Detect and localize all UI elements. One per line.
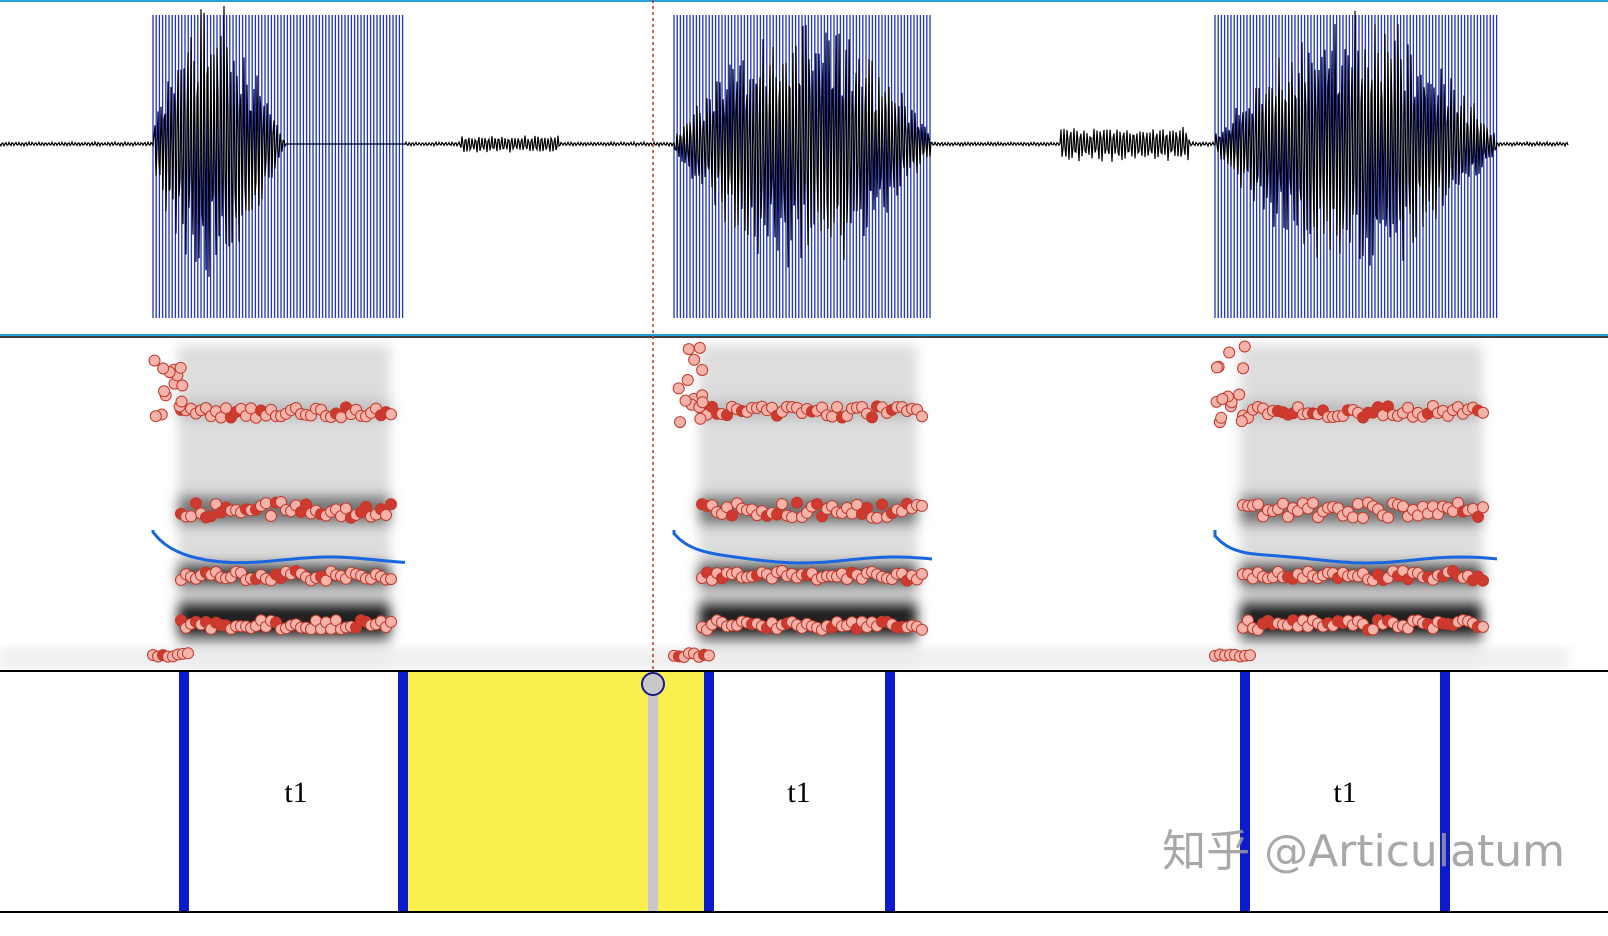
formant-dot — [1397, 500, 1409, 513]
formant-dot — [330, 614, 342, 627]
formant-dot — [1402, 401, 1414, 414]
interval-label[interactable]: t1 — [787, 776, 810, 809]
formant-dot — [916, 568, 928, 581]
formant-dot — [157, 362, 170, 375]
formant-dot — [190, 497, 202, 510]
interval-label[interactable]: t1 — [1333, 776, 1356, 809]
formant-dot — [320, 574, 332, 587]
formant-dot — [149, 410, 162, 423]
formant-dot — [1237, 362, 1250, 375]
noise-floor — [0, 648, 1568, 668]
formant-dot — [696, 364, 709, 377]
formant-dot — [1367, 623, 1379, 636]
waveform-panel — [0, 5, 1569, 318]
spectrogram-panel — [0, 340, 1568, 668]
cursor-handle[interactable] — [641, 672, 665, 696]
textgrid-tier: t1 t1 t1 — [179, 672, 1450, 912]
formant-dot — [1307, 496, 1319, 509]
boundary[interactable] — [179, 672, 189, 912]
formant-dot — [916, 410, 928, 423]
formant-dot — [811, 498, 823, 511]
formant-dot — [385, 615, 397, 628]
formant-dot — [672, 382, 685, 395]
formant-dot — [182, 647, 194, 660]
formant-dot — [158, 385, 171, 398]
formant-dot — [871, 511, 883, 524]
formant-dot — [1252, 498, 1264, 511]
formant-dot — [703, 649, 715, 662]
boundary[interactable] — [1240, 672, 1250, 912]
formant-dot — [1235, 415, 1248, 428]
formant-dot — [688, 353, 701, 366]
pitch-contour — [151, 530, 406, 565]
formant-dot — [1277, 497, 1289, 510]
formant-dot — [340, 502, 352, 515]
formant-dot — [1472, 510, 1484, 523]
formant-dot — [694, 412, 707, 425]
formant-dot — [1238, 340, 1251, 353]
formant-dot — [385, 408, 397, 421]
formant-dot — [300, 498, 312, 511]
formant-dot — [148, 354, 161, 367]
formant-dot — [1244, 649, 1256, 662]
waveform — [0, 5, 1569, 277]
interval-label[interactable]: t1 — [284, 776, 307, 809]
formant-dot — [696, 396, 709, 409]
formant-dot — [866, 411, 878, 424]
formant-dot — [1223, 346, 1236, 359]
formant-dot — [185, 510, 197, 523]
formant-dot — [682, 343, 695, 356]
formant-dot — [916, 499, 928, 512]
formant-dot — [1357, 511, 1369, 524]
pitch-contour — [1213, 530, 1498, 565]
formant-dot — [1210, 361, 1223, 374]
boundary[interactable] — [1440, 672, 1450, 912]
formant-dot — [175, 395, 188, 408]
formant-dot — [1477, 620, 1489, 633]
formant-dot — [681, 373, 694, 386]
formant-dot — [771, 508, 783, 521]
formant-dot — [380, 509, 392, 522]
formant-dot — [360, 500, 372, 513]
formant-dot — [1477, 501, 1489, 514]
formant-dot — [861, 501, 873, 514]
formant-dot — [385, 498, 397, 511]
formant-dot — [726, 509, 738, 522]
pitch-contour — [672, 530, 933, 565]
formant-dot — [1382, 511, 1394, 524]
selected-interval[interactable] — [408, 672, 704, 912]
formant-dot — [1477, 574, 1489, 587]
formant-dot — [876, 498, 888, 511]
formant-dot — [776, 498, 788, 511]
formant-dot — [174, 361, 187, 374]
formant-dot — [786, 511, 798, 524]
formant-dot — [1477, 406, 1489, 419]
formant-dot — [791, 496, 803, 509]
boundary[interactable] — [704, 672, 714, 912]
boundary[interactable] — [885, 672, 895, 912]
watermark: 知乎 @Articulatum — [1162, 826, 1565, 877]
formant-dot — [1216, 392, 1229, 405]
formant-dot — [265, 510, 277, 523]
formant-dot — [1233, 388, 1246, 401]
formant-dot — [385, 573, 397, 586]
formant-dot — [693, 341, 706, 354]
formant-dot — [1347, 511, 1359, 524]
formant-dot — [176, 379, 189, 392]
formant-dot — [674, 416, 687, 429]
formant-dot — [205, 510, 217, 523]
formant-dot — [916, 623, 928, 636]
formant-dot — [1215, 411, 1228, 424]
formant-dot — [335, 411, 347, 424]
formant-dot — [831, 400, 843, 413]
formant-dot — [260, 497, 272, 510]
boundary[interactable] — [398, 672, 408, 912]
formant-dot — [679, 394, 692, 407]
formant-dot — [1352, 497, 1364, 510]
